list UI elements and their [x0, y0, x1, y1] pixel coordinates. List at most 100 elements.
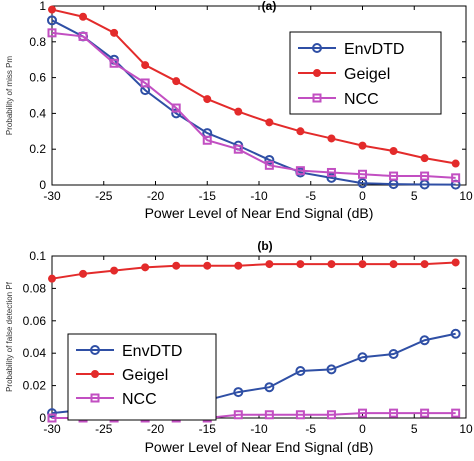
- data-point-ncc: [451, 173, 461, 183]
- y-axis-label: Probability of false detection Pf: [5, 281, 14, 392]
- data-point-ncc: [389, 171, 399, 181]
- x-tick-label: -20: [147, 189, 165, 203]
- data-point-ncc: [358, 408, 367, 418]
- data-point-ncc: [171, 103, 181, 113]
- y-tick-label: 0: [39, 178, 46, 192]
- data-point-geigel: [234, 107, 243, 116]
- data-point-geigel: [420, 260, 429, 269]
- data-point-envdtd: [264, 382, 275, 393]
- y-tick-label: 0.02: [23, 379, 47, 393]
- series-line-envdtd: [51, 19, 456, 186]
- data-point-envdtd: [264, 154, 275, 165]
- data-point-geigel: [48, 5, 56, 14]
- legend-label-ncc: NCC: [344, 91, 379, 108]
- data-point-ncc: [233, 144, 243, 154]
- legend-marker-ncc: [90, 393, 100, 403]
- data-point-ncc: [295, 166, 305, 176]
- y-tick-label: 0: [39, 411, 46, 425]
- panel-a: -30 -25 -20 -15 -10 -5 0 5 10 0 0.2 0.4 0.6 0.8 1 (a) Po…: [5, 0, 473, 221]
- x-tick-label: 0: [359, 189, 366, 203]
- data-point-geigel: [327, 260, 336, 269]
- data-point-ncc: [326, 410, 336, 420]
- legend-label-envdtd: EnvDTD: [122, 343, 182, 360]
- x-axis-label: Power Level of Near End Signal (dB): [145, 439, 374, 455]
- data-point-geigel: [358, 141, 367, 150]
- data-point-ncc: [202, 135, 212, 145]
- data-point-ncc: [47, 413, 57, 423]
- y-tick-label: 0.4: [29, 106, 46, 120]
- legend-marker-envdtd: [312, 43, 322, 53]
- data-point-envdtd: [388, 349, 399, 360]
- x-tick-label: -5: [305, 189, 316, 203]
- y-tick-label: 0.6: [29, 71, 46, 85]
- data-point-envdtd: [326, 172, 337, 183]
- data-point-geigel: [389, 260, 398, 269]
- data-point-geigel: [451, 258, 460, 267]
- data-point-ncc: [233, 410, 243, 420]
- data-point-envdtd: [326, 364, 337, 375]
- data-point-envdtd: [419, 335, 430, 346]
- data-point-envdtd: [357, 352, 368, 363]
- x-tick-label: -10: [250, 189, 268, 203]
- data-point-geigel: [141, 263, 150, 272]
- data-point-ncc: [358, 169, 367, 179]
- data-point-envdtd: [357, 178, 368, 189]
- data-point-geigel: [110, 28, 119, 37]
- data-point-geigel: [172, 261, 181, 270]
- y-tick-label: 0.2: [29, 142, 46, 156]
- data-point-geigel: [234, 261, 243, 270]
- x-tick-label: -15: [199, 422, 217, 436]
- data-point-geigel: [389, 146, 398, 155]
- x-tick-label: -10: [250, 422, 268, 436]
- data-point-ncc: [326, 167, 336, 177]
- data-point-envdtd: [450, 328, 461, 339]
- data-point-geigel: [420, 154, 429, 163]
- data-point-geigel: [172, 77, 181, 86]
- y-tick-label: 0.08: [23, 281, 47, 295]
- chart-title: (a): [262, 0, 277, 13]
- x-tick-label: 5: [411, 422, 418, 436]
- y-axis-label: Probability of miss Pm: [5, 56, 14, 135]
- data-point-ncc: [264, 160, 274, 170]
- x-tick-label: -5: [305, 422, 316, 436]
- legend-marker-geigel: [313, 69, 321, 77]
- legend-label-geigel: Geigel: [344, 66, 390, 83]
- data-point-geigel: [265, 118, 274, 127]
- x-tick-label: -30: [43, 422, 61, 436]
- data-point-geigel: [327, 134, 336, 143]
- data-point-ncc: [47, 28, 57, 38]
- y-tick-label: 0.06: [23, 314, 47, 328]
- data-point-geigel: [451, 159, 460, 168]
- series-line-geigel: [51, 8, 456, 165]
- data-point-ncc: [109, 58, 119, 68]
- data-point-ncc: [420, 171, 430, 181]
- legend-label-envdtd: EnvDTD: [344, 41, 404, 58]
- legend-label-ncc: NCC: [122, 391, 157, 408]
- y-tick-label: 0.1: [29, 249, 46, 263]
- y-tick-label: 0.04: [23, 346, 47, 360]
- x-tick-label: -20: [147, 422, 165, 436]
- y-tick-label: 0.8: [29, 35, 46, 49]
- data-point-geigel: [296, 127, 305, 136]
- x-tick-label: -25: [95, 189, 113, 203]
- x-tick-label: 5: [411, 189, 418, 203]
- legend-marker-envdtd: [90, 345, 100, 355]
- legend-marker-ncc: [312, 93, 322, 103]
- data-point-geigel: [358, 260, 367, 269]
- legend-label-geigel: Geigel: [122, 367, 168, 384]
- legend: EnvDTD Geigel NCC: [289, 31, 442, 115]
- x-tick-label: 10: [459, 189, 473, 203]
- panel-b: -30 -25 -20 -15 -10 -5 0 5 10 0 0.02 0.04 0.06 0.08 0.…: [5, 239, 473, 455]
- x-tick-label: 0: [359, 422, 366, 436]
- series-line-geigel: [51, 261, 456, 280]
- data-point-ncc: [78, 31, 88, 41]
- x-tick-label: -30: [43, 189, 61, 203]
- data-point-ncc: [451, 408, 461, 418]
- data-point-envdtd: [233, 387, 244, 398]
- data-point-ncc: [420, 408, 430, 418]
- data-point-geigel: [296, 260, 305, 269]
- legend-marker-geigel: [91, 370, 99, 378]
- data-point-geigel: [203, 95, 212, 104]
- data-point-envdtd: [295, 366, 306, 377]
